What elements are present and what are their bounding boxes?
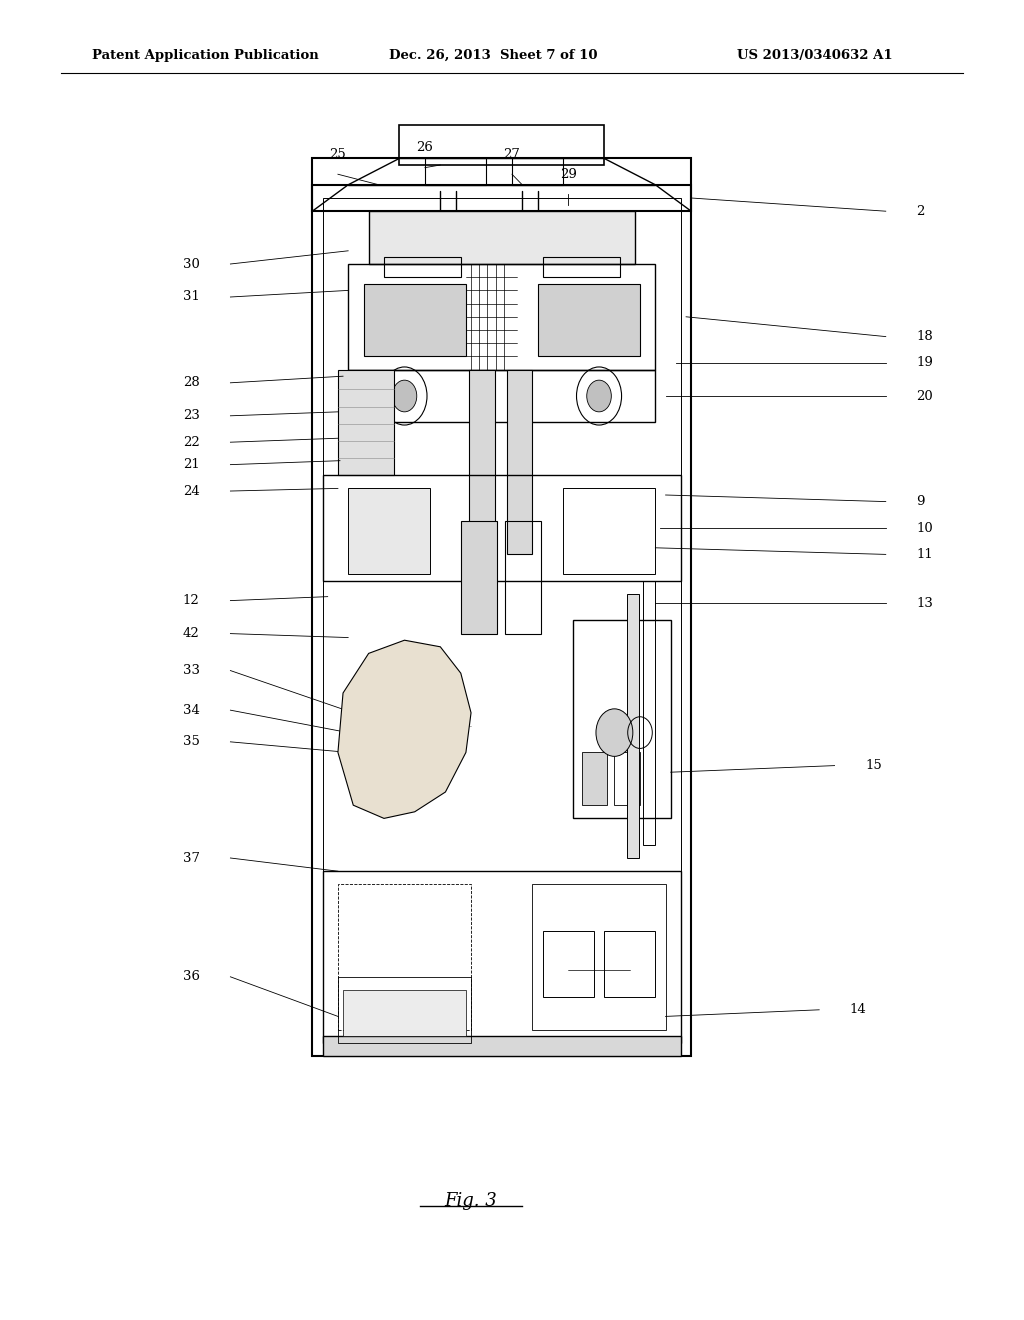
Text: 30: 30	[183, 257, 200, 271]
Bar	[469, 370, 495, 554]
Bar	[563, 488, 655, 574]
Text: Dec. 26, 2013  Sheet 7 of 10: Dec. 26, 2013 Sheet 7 of 10	[389, 49, 598, 62]
Text: 12: 12	[183, 594, 200, 607]
Text: 20: 20	[916, 389, 933, 403]
Circle shape	[587, 380, 611, 412]
Bar	[323, 871, 681, 1043]
Bar	[573, 620, 671, 818]
Bar	[507, 370, 532, 554]
Bar	[312, 185, 691, 1056]
Bar	[338, 977, 471, 1043]
Bar	[399, 125, 604, 165]
Text: 33: 33	[182, 664, 200, 677]
Polygon shape	[338, 640, 471, 818]
Text: 24: 24	[183, 484, 200, 498]
Text: 36: 36	[182, 970, 200, 983]
Bar	[627, 594, 639, 858]
Text: 35: 35	[183, 735, 200, 748]
Circle shape	[392, 380, 417, 412]
Bar	[512, 158, 563, 185]
Bar	[643, 581, 655, 845]
Text: Patent Application Publication: Patent Application Publication	[92, 49, 318, 62]
Text: 28: 28	[183, 376, 200, 389]
Bar	[343, 990, 466, 1036]
Text: US 2013/0340632 A1: US 2013/0340632 A1	[737, 49, 893, 62]
Text: 34: 34	[183, 704, 200, 717]
Bar	[538, 284, 640, 356]
Bar	[543, 931, 594, 997]
Text: 42: 42	[183, 627, 200, 640]
Text: 15: 15	[865, 759, 882, 772]
Bar	[323, 1036, 681, 1056]
Text: 31: 31	[183, 290, 200, 304]
Bar	[338, 370, 394, 475]
Bar	[614, 752, 640, 805]
Bar	[369, 211, 635, 264]
Bar	[323, 198, 681, 1043]
Bar	[348, 488, 430, 574]
Text: 11: 11	[916, 548, 933, 561]
Text: 27: 27	[504, 148, 520, 161]
Bar	[338, 884, 471, 1030]
Bar	[461, 521, 497, 634]
Text: 22: 22	[183, 436, 200, 449]
Text: 25: 25	[330, 148, 346, 161]
Text: 21: 21	[183, 458, 200, 471]
Bar	[425, 158, 486, 185]
Bar	[348, 370, 655, 422]
Bar	[384, 257, 461, 277]
Bar	[604, 931, 655, 997]
Text: 37: 37	[182, 851, 200, 865]
Text: 18: 18	[916, 330, 933, 343]
Text: Fig. 3: Fig. 3	[444, 1192, 498, 1210]
Text: 14: 14	[850, 1003, 866, 1016]
Bar	[505, 521, 541, 634]
Text: 29: 29	[560, 168, 577, 181]
Bar	[532, 884, 666, 1030]
Text: 19: 19	[916, 356, 933, 370]
Bar	[323, 475, 681, 581]
Bar	[348, 264, 655, 370]
Bar	[543, 257, 620, 277]
Text: 26: 26	[417, 141, 433, 154]
Text: 23: 23	[183, 409, 200, 422]
Text: 10: 10	[916, 521, 933, 535]
Text: 13: 13	[916, 597, 933, 610]
Bar	[364, 284, 466, 356]
Bar	[312, 158, 691, 211]
Circle shape	[596, 709, 633, 756]
Bar	[582, 752, 607, 805]
Text: 2: 2	[916, 205, 925, 218]
Text: 9: 9	[916, 495, 925, 508]
